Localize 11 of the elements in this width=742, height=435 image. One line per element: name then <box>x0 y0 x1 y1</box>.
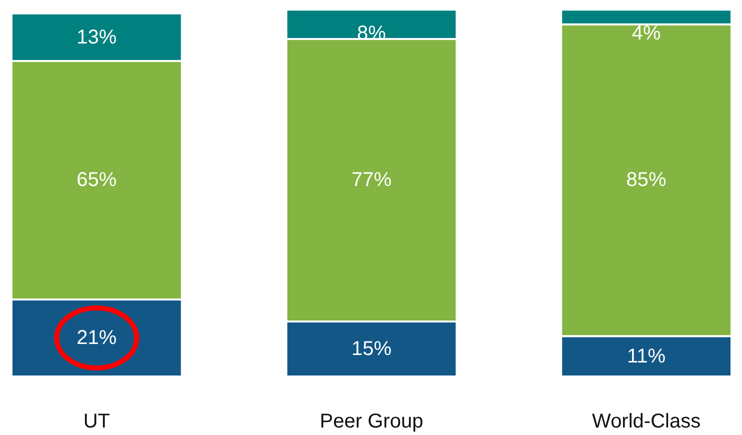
data-label: 85% <box>626 169 667 192</box>
x-tick-label: Peer Group <box>320 410 424 432</box>
x-tick-label: World-Class <box>592 410 701 432</box>
data-label: 15% <box>351 338 392 360</box>
data-label: 65% <box>76 169 117 192</box>
data-label: 21% <box>76 326 117 349</box>
data-label: 13% <box>76 26 117 48</box>
data-label: 4% <box>632 22 661 45</box>
data-label: 11% <box>627 345 666 368</box>
data-label: 77% <box>351 169 392 192</box>
x-tick-label: UT <box>83 410 110 432</box>
